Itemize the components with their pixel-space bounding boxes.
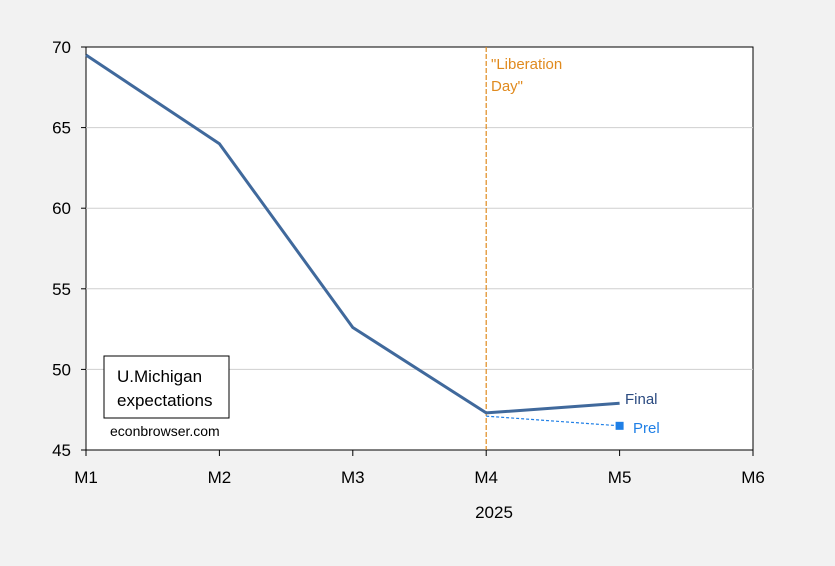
x-tick-label: M4 [474, 468, 498, 487]
series-label-line-1: U.Michigan [117, 367, 202, 386]
axes: 45 50 55 60 65 70 M1 M2 M3 M4 M5 M6 [52, 38, 765, 487]
series-lines [85, 53, 624, 430]
y-tick-label: 70 [52, 38, 71, 57]
y-tick-label: 50 [52, 360, 71, 379]
event-label-line-1: "Liberation [491, 56, 562, 73]
y-tick-label: 55 [52, 280, 71, 299]
annotations: U.Michigan expectations econbrowser.com … [103, 56, 660, 522]
x-axis-title: 2025 [475, 503, 513, 522]
series-line-final [85, 53, 620, 415]
y-tick-label: 65 [52, 119, 71, 138]
x-tick-label: M6 [741, 468, 765, 487]
series-label-box [103, 355, 230, 419]
series-line-prel [486, 415, 620, 427]
x-tick-label: M1 [74, 468, 98, 487]
series-label-line-2: expectations [117, 391, 212, 410]
series-label-prel: Prel [633, 420, 660, 437]
series-label-final: Final [625, 391, 658, 408]
event-label-line-2: Day" [491, 78, 523, 95]
x-tick-label: M2 [208, 468, 232, 487]
x-tick-label: M3 [341, 468, 365, 487]
y-tick-label: 45 [52, 441, 71, 460]
source-label: econbrowser.com [110, 423, 220, 439]
y-tick-label: 60 [52, 199, 71, 218]
series-marker-prel [615, 421, 624, 430]
x-tick-label: M5 [608, 468, 632, 487]
